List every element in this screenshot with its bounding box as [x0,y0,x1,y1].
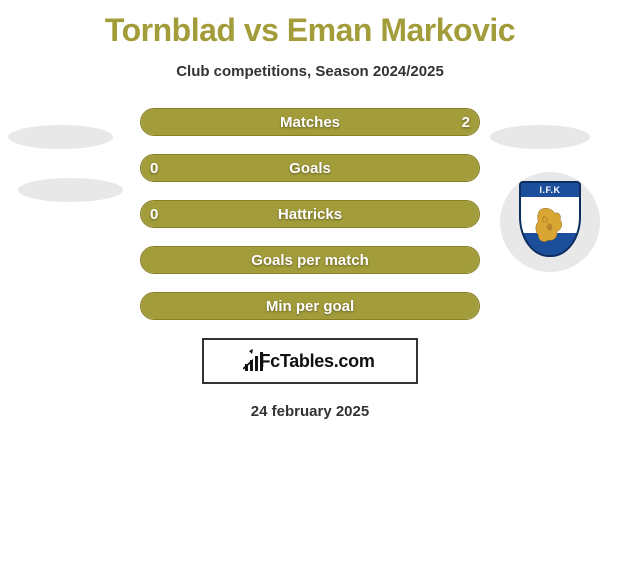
bar-row-matches: Matches 2 [140,108,480,136]
page-subtitle: Club competitions, Season 2024/2025 [0,63,620,80]
bar-chart-icon [245,351,253,371]
player-left-placeholder-1 [8,125,113,149]
bar-row-hattricks: Hattricks 0 [140,200,480,228]
player-right-placeholder [490,125,590,149]
bar-label: Goals [140,154,480,182]
lion-icon [533,205,567,245]
bar-label: Hattricks [140,200,480,228]
bar-left-value: 0 [150,154,158,182]
club-badge-right: I.F.K [500,172,600,272]
bar-label: Min per goal [140,292,480,320]
shield-icon: I.F.K [519,181,581,257]
page-title: Tornblad vs Eman Markovic [0,0,620,49]
bar-row-goals: Goals 0 [140,154,480,182]
badge-initials: I.F.K [521,185,579,195]
bar-right-value: 2 [462,108,470,136]
bar-label: Goals per match [140,246,480,274]
date-line: 24 february 2025 [0,403,620,420]
comparison-bars: Matches 2 Goals 0 Hattricks 0 Goals per … [140,108,480,320]
bar-left-value: 0 [150,200,158,228]
bar-label: Matches [140,108,480,136]
bar-row-min-per-goal: Min per goal [140,292,480,320]
brand-text: FcTables.com [259,351,374,372]
player-left-placeholder-2 [18,178,123,202]
brand-box: FcTables.com [202,338,418,384]
bar-row-goals-per-match: Goals per match [140,246,480,274]
